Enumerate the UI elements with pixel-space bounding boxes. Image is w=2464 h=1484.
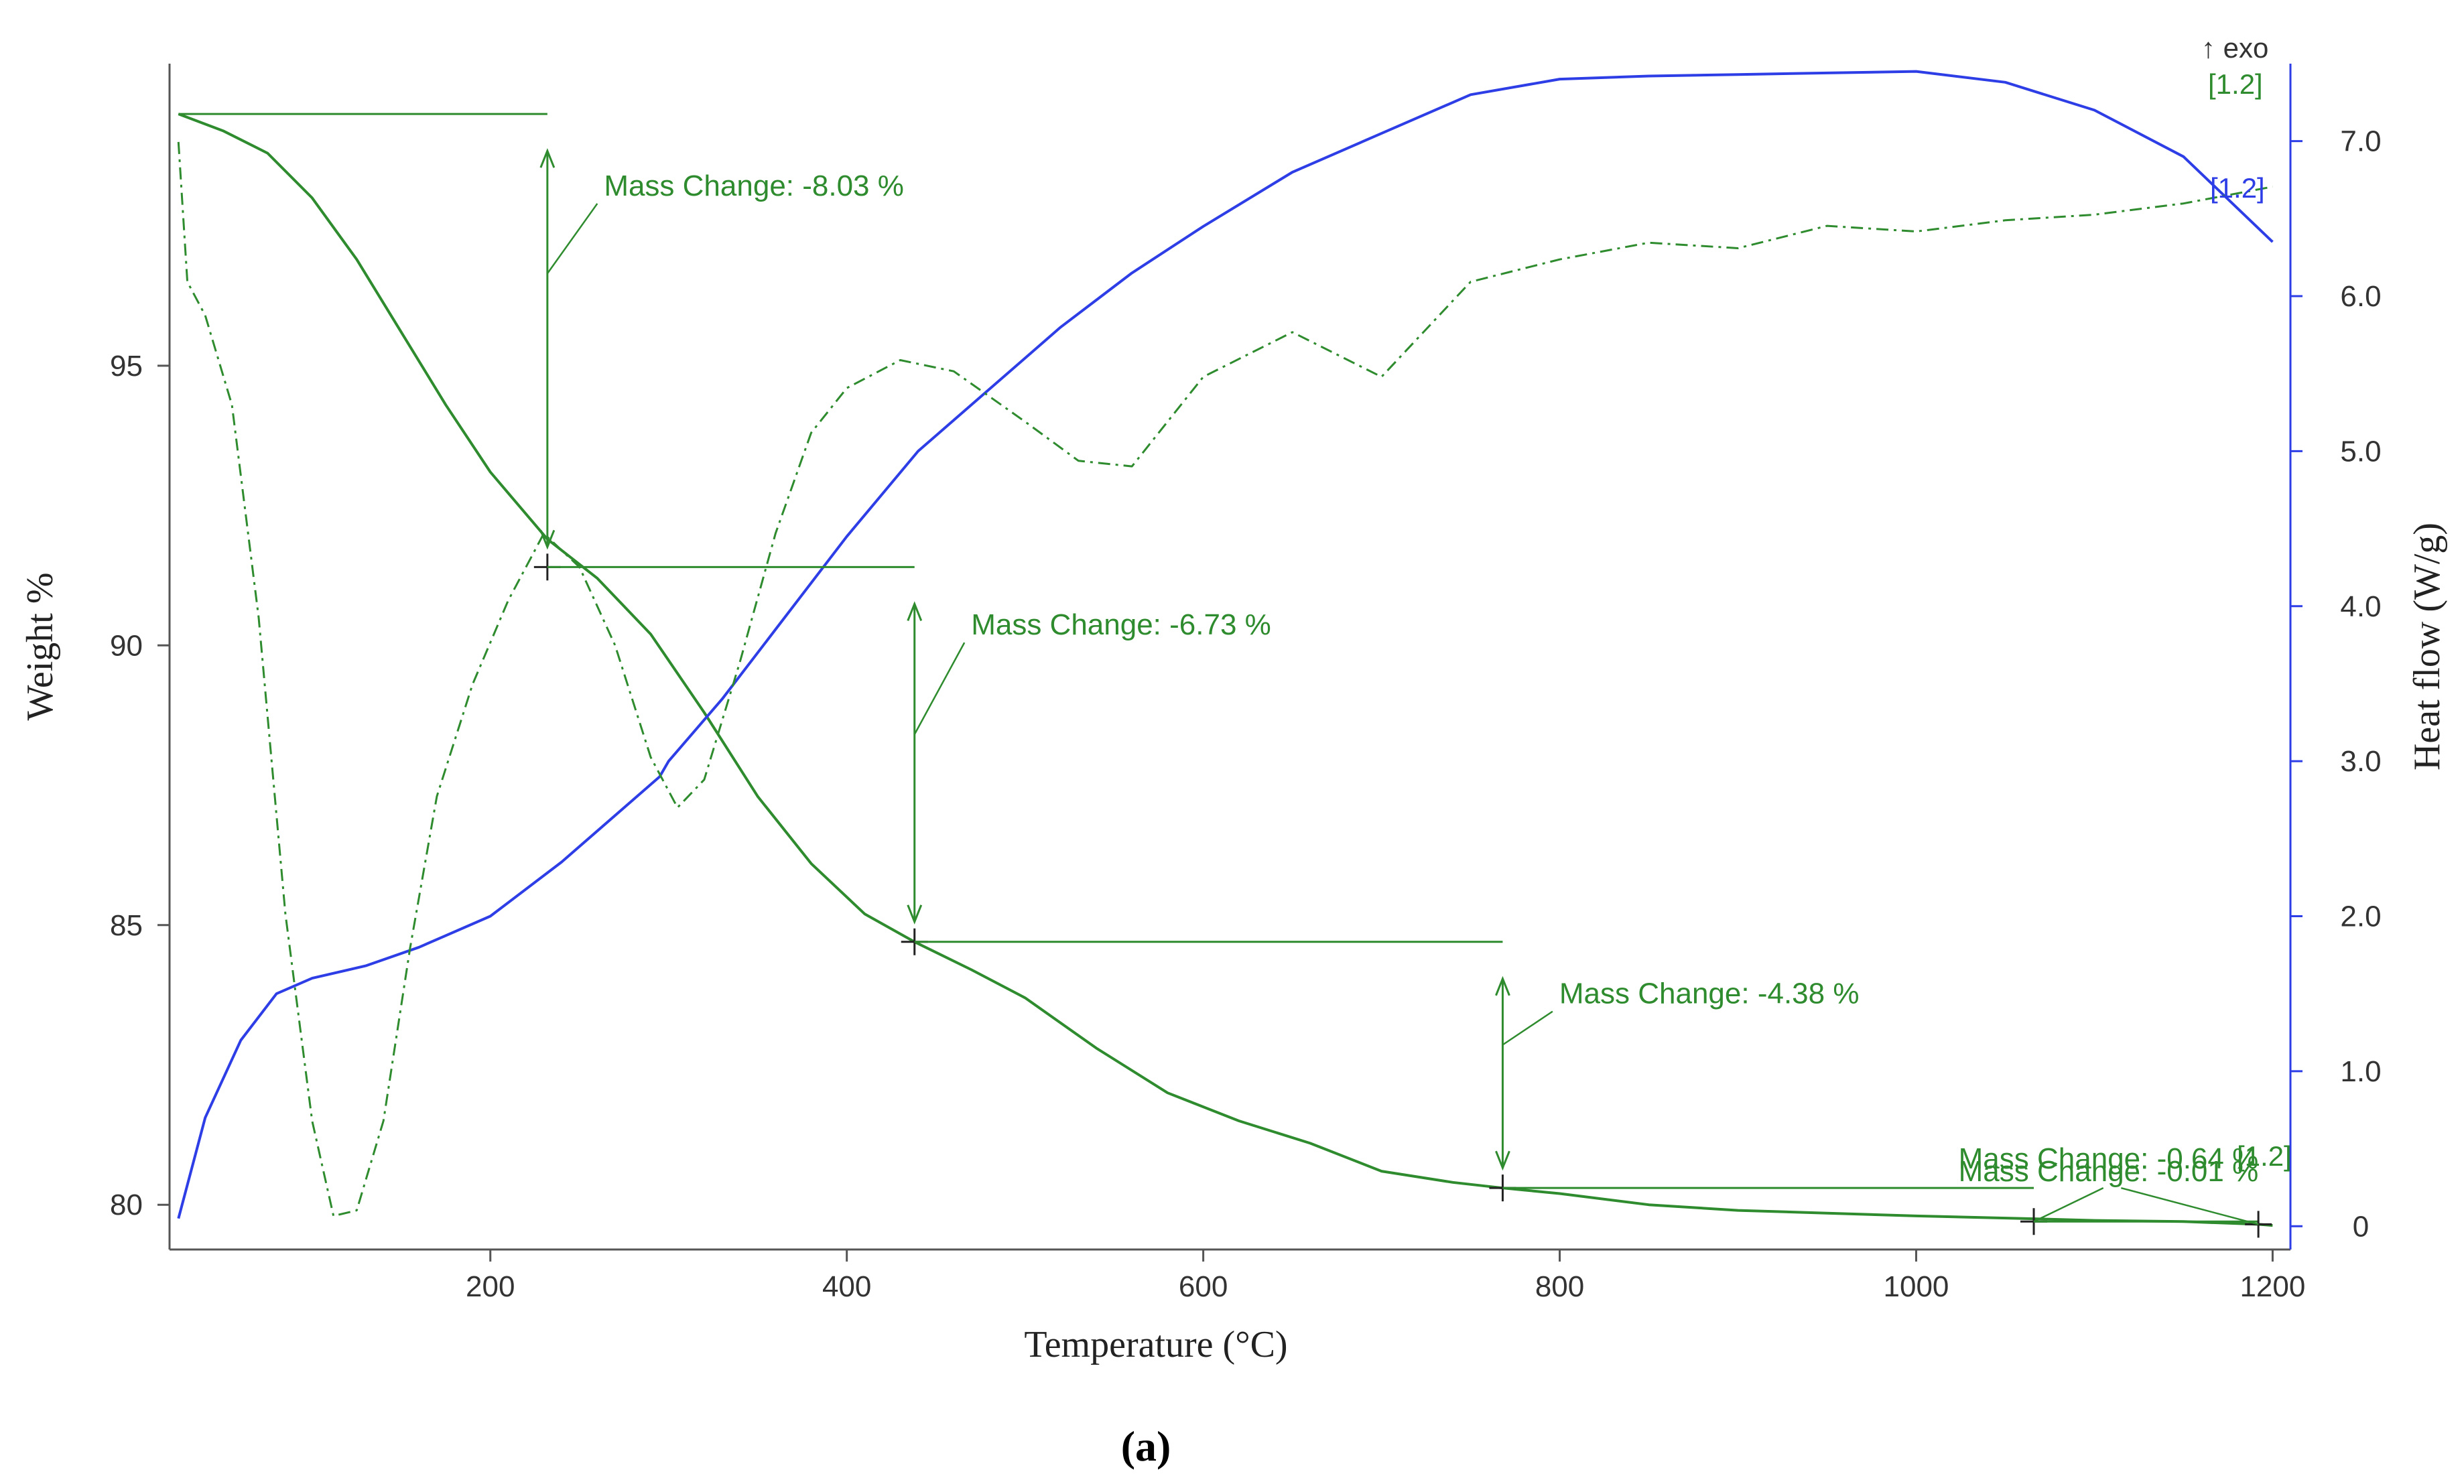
y-right-tick-label: 0 — [2353, 1210, 2369, 1243]
y-right-tick-label: 5.0 — [2340, 435, 2381, 468]
legend-weight-end: [1.2] — [2237, 1140, 2292, 1172]
label-leader — [1502, 1010, 1553, 1046]
step-marker — [2245, 1211, 2272, 1238]
mass-change-label: Mass Change: -8.03 % — [604, 170, 904, 202]
x-tick-label: 1000 — [1884, 1270, 1949, 1303]
x-tick-label: 600 — [1179, 1270, 1228, 1303]
label-leader — [2121, 1187, 2259, 1225]
mass-change-label: Mass Change: -0.01 % — [1959, 1155, 2259, 1188]
derivative-weight-curve — [177, 141, 2273, 1217]
y-right-tick-label: 3.0 — [2340, 745, 2381, 778]
y-right-tick-label: 4.0 — [2340, 590, 2381, 623]
y-left-axis-title: Weight % — [19, 573, 61, 721]
arrow-head-up — [539, 148, 556, 168]
y-left-tick-label: 85 — [110, 909, 143, 942]
weight-curve — [178, 113, 2273, 1227]
y-right-axis-title: Heat flow (W/g) — [2406, 523, 2448, 770]
figure-caption: (a) — [1121, 1422, 1171, 1470]
arrow-head-down — [1495, 1150, 1510, 1171]
y-right-tick-label: 2.0 — [2340, 900, 2381, 933]
y-right-tick-label: 1.0 — [2340, 1055, 2381, 1088]
y-left-tick-label: 95 — [110, 350, 143, 383]
label-leader — [913, 642, 966, 735]
heat-flow-curve — [177, 70, 2274, 1219]
mass-change-label: Mass Change: -6.73 % — [971, 608, 1271, 641]
x-tick-label: 200 — [466, 1270, 515, 1303]
plot-frame — [168, 64, 2292, 1251]
label-leader — [2033, 1187, 2104, 1223]
x-axis-title: Temperature (°C) — [1024, 1324, 1287, 1365]
mass-change-label: Mass Change: -4.38 % — [1559, 977, 1860, 1010]
x-tick-label: 800 — [1535, 1270, 1584, 1303]
y-right-tick-label: 7.0 — [2340, 125, 2381, 158]
axis-ticks: 200 400 600 800 1000 1200 80 85 90 95 0 1.0 2.0 3.0 4.… — [110, 125, 2382, 1303]
y-right-tick-label: 6.0 — [2340, 280, 2381, 313]
y-left-tick-label: 90 — [110, 629, 143, 662]
y-left-tick-label: 80 — [110, 1189, 143, 1221]
label-leader — [546, 203, 598, 275]
mass-change-label: Mass Change: -0.64 % — [1959, 1142, 2259, 1175]
annotations-layer: Mass Change: -8.03 % Mass Change: -6.73 %… — [178, 113, 2272, 1238]
series-layer — [177, 70, 2274, 1227]
exo-direction-label: ↑ exo — [2201, 32, 2268, 64]
legend-heat-flow: [1.2] — [2210, 172, 2265, 204]
arrow-head-down — [907, 904, 923, 925]
legend-weight: [1.2] — [2208, 68, 2263, 100]
x-tick-label: 400 — [822, 1270, 871, 1303]
x-tick-label: 1200 — [2240, 1270, 2305, 1303]
arrow-head-down — [539, 529, 556, 550]
arrow-head-up — [1495, 975, 1510, 996]
arrow-head-up — [907, 601, 923, 621]
